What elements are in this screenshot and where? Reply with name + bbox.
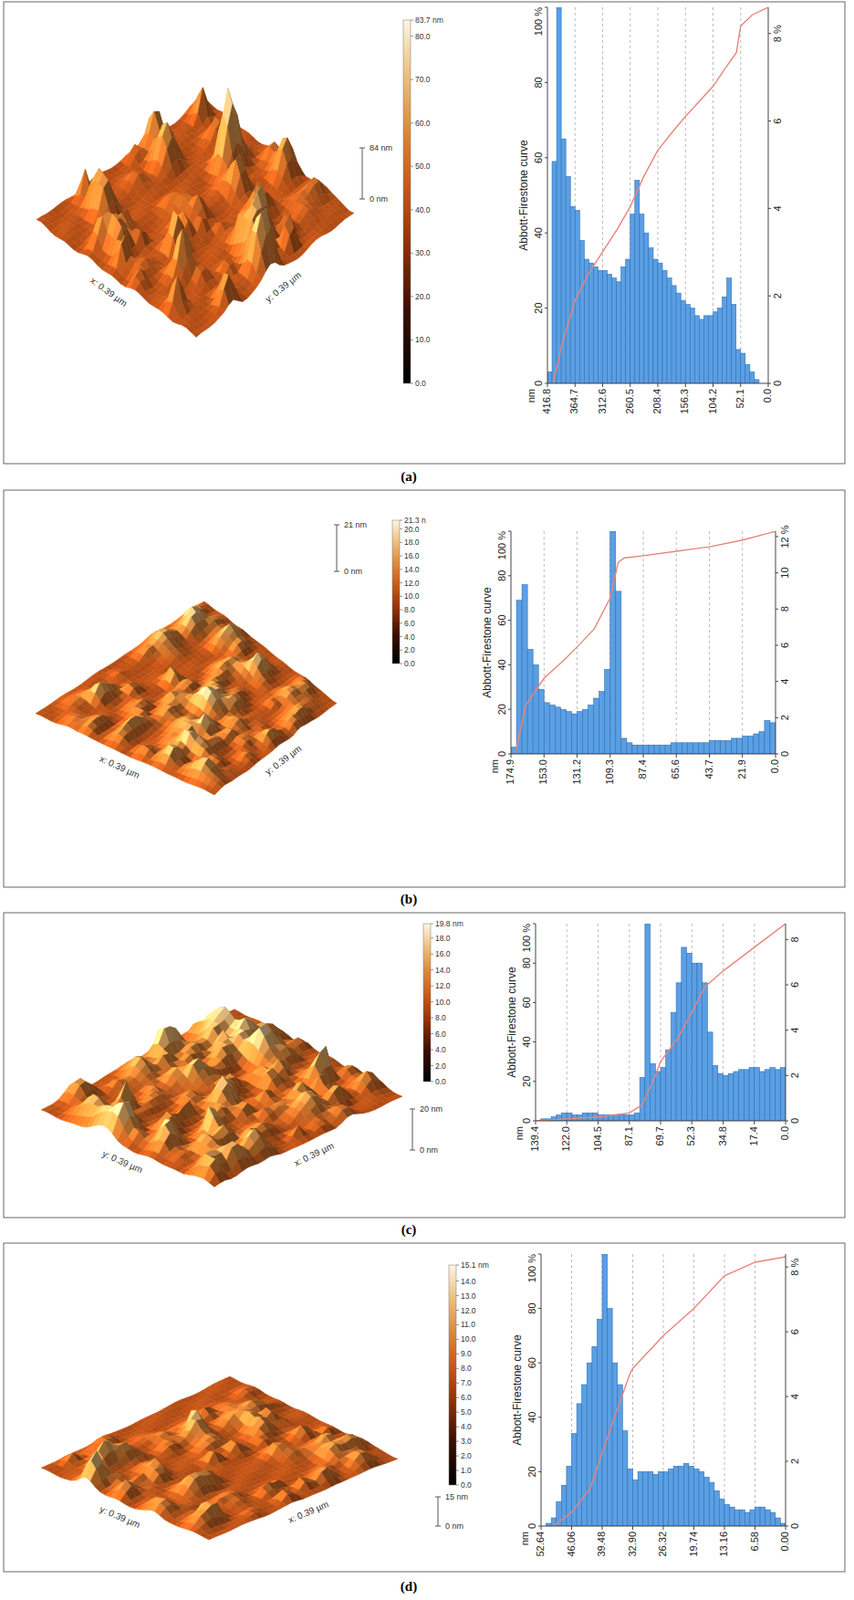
colorbar-tick-label: 10.0 <box>415 334 431 344</box>
histogram-bar <box>722 296 728 384</box>
histogram-bar <box>588 262 594 384</box>
histogram-bar <box>653 259 658 384</box>
panel: x: 0.39 µmy: 0.39 µm21 nm0 nm0.02.04.06.… <box>3 489 845 907</box>
histogram-bar <box>603 270 608 384</box>
histogram-bar <box>644 232 649 384</box>
histogram-bar <box>579 239 584 384</box>
z-scale-label: 0 nm <box>369 194 388 204</box>
histogram-bar <box>597 270 603 384</box>
histogram-bar <box>657 262 663 384</box>
histogram-bar <box>662 270 667 384</box>
histogram-bar <box>736 349 741 384</box>
colorbar-tick-label: 40.0 <box>415 205 431 215</box>
y-tick-label: 0 <box>532 380 544 386</box>
histogram-bar <box>607 274 613 384</box>
histogram-bar <box>754 379 760 384</box>
histogram-bar <box>612 278 617 384</box>
surface-axis-label: y: 0.39 µm <box>262 270 303 305</box>
histogram-bar <box>694 315 699 384</box>
y-tick-label: 100 % <box>532 7 544 36</box>
y-axis-label: Abbott-Firestone curve <box>517 139 531 251</box>
y-tick-label: 40 <box>532 227 544 239</box>
histogram-bar <box>689 308 695 384</box>
histogram-bar <box>666 278 672 384</box>
x-tick-label: 416.8 <box>541 388 552 415</box>
x-tick-label: 364.7 <box>568 388 580 415</box>
histogram-bar <box>616 281 622 384</box>
x-axis-label: nm <box>525 388 537 403</box>
histogram-bar <box>676 292 681 384</box>
y-tick-label: 60 <box>532 152 544 164</box>
x-tick-label: 260.5 <box>624 388 636 415</box>
y2-tick-label: 6 <box>771 118 783 125</box>
surface-3d <box>35 601 337 795</box>
y2-tick-label: 4 <box>771 205 783 211</box>
histogram-bar <box>731 303 737 384</box>
histogram-bar <box>556 7 562 384</box>
histogram-bar <box>625 259 631 384</box>
histogram-bar <box>648 248 654 384</box>
surface-3d <box>36 87 355 338</box>
y-tick-label: 20 <box>532 302 544 313</box>
histogram-bar <box>547 372 552 384</box>
x-tick-label: 156.3 <box>678 388 690 415</box>
figure: x: 0.39 µmy: 0.39 µm84 nm0 nm0.010.020.0… <box>0 0 854 1600</box>
colorbar-tick-label: 80.0 <box>415 31 431 42</box>
y2-tick-label: 8 % <box>771 24 783 42</box>
y2-tick-label: 0 <box>771 380 783 386</box>
histogram-bar <box>713 312 719 384</box>
histogram-bar <box>621 266 626 384</box>
colorbar-tick-label: 0.0 <box>415 378 427 388</box>
histogram-bar <box>749 372 755 384</box>
histogram-bar <box>680 300 686 384</box>
x-tick-label: 104.2 <box>707 388 719 415</box>
colorbar-tick-label: 30.0 <box>415 248 431 258</box>
histogram-bar <box>740 353 746 384</box>
histogram-bar <box>639 214 645 384</box>
histogram-bar <box>685 303 690 384</box>
panel-letter: (a) <box>400 468 417 485</box>
histogram-bar <box>565 176 571 384</box>
colorbar-tick-label: 60.0 <box>415 118 431 128</box>
x-tick-label: 52.1 <box>734 388 746 408</box>
histogram-bar <box>703 315 709 384</box>
histogram-bar <box>630 214 636 384</box>
histogram-bar <box>718 308 723 384</box>
histogram-bar <box>671 285 677 384</box>
x-tick-label: 208.4 <box>651 388 663 415</box>
histogram-bar <box>698 319 704 384</box>
colorbar <box>403 20 411 384</box>
histogram-bar <box>727 278 732 384</box>
histogram-bar <box>635 180 640 384</box>
panel: x: 0.39 µmy: 0.39 µm84 nm0 nm0.010.020.0… <box>3 1 845 485</box>
histogram-bar <box>570 206 575 384</box>
y-tick-label: 80 <box>532 76 544 88</box>
histogram-bar <box>708 315 713 384</box>
x-tick-label: 312.6 <box>596 388 608 415</box>
z-scale-label: 84 nm <box>369 143 393 153</box>
colorbar-tick-label: 50.0 <box>415 161 431 171</box>
colorbar-tick-label: 20.0 <box>415 291 431 302</box>
histogram-bar <box>593 266 598 384</box>
x-tick-label: 0.0 <box>761 388 773 403</box>
histogram-bar <box>551 161 557 384</box>
colorbar-tick-label: 70.0 <box>415 74 431 84</box>
histogram-bar <box>745 364 750 384</box>
y2-tick-label: 2 <box>771 292 783 299</box>
colorbar-tick-label: 83.7 nm <box>415 15 444 25</box>
